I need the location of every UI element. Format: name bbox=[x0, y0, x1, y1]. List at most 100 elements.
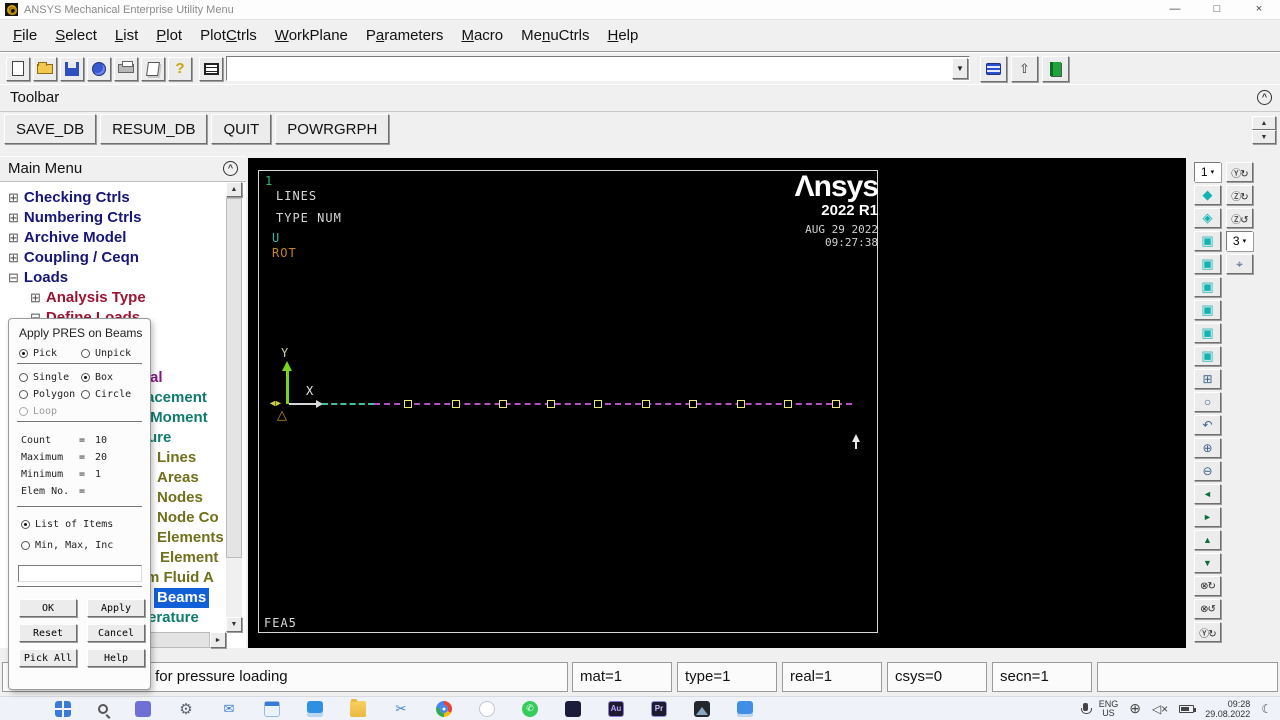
browser-icon[interactable] bbox=[87, 56, 111, 81]
expand-icon[interactable]: ⊞ bbox=[8, 190, 19, 205]
tree-item[interactable]: ⊟ Loads bbox=[8, 269, 69, 286]
contact-manager-icon[interactable] bbox=[1042, 55, 1069, 82]
rotate-y-pos-icon[interactable]: Ⓨ↻ bbox=[1194, 622, 1221, 642]
ok-button[interactable]: OK bbox=[19, 599, 77, 617]
tree-item[interactable]: ⊞ Coupling / Ceqn bbox=[8, 249, 139, 266]
whatsapp-app-icon[interactable]: ✆ bbox=[522, 700, 538, 717]
element-marker[interactable] bbox=[499, 400, 508, 408]
rotate-x-pos-icon[interactable]: ⊗↻ bbox=[1194, 576, 1221, 596]
apply-button[interactable]: Apply bbox=[87, 599, 145, 617]
tree-item[interactable]: ⊞ Analysis Type bbox=[30, 289, 146, 306]
maximize-button[interactable]: □ bbox=[1213, 2, 1221, 15]
tree-item-partial[interactable]: erature bbox=[148, 609, 199, 626]
mail-app-icon[interactable]: ✉ bbox=[223, 700, 235, 716]
view-back-icon[interactable]: ▣ bbox=[1194, 254, 1221, 274]
tree-item[interactable]: ⊞ Checking Ctrls bbox=[8, 189, 130, 206]
view-left-icon[interactable]: ▣ bbox=[1194, 323, 1221, 343]
explorer-app-icon[interactable] bbox=[350, 698, 366, 717]
element-marker[interactable] bbox=[404, 400, 412, 408]
expand-icon[interactable]: ⊞ bbox=[30, 290, 41, 305]
menu-item[interactable]: Help bbox=[607, 27, 639, 44]
scroll-thumb[interactable] bbox=[226, 198, 242, 558]
view-bottom-icon[interactable]: ▣ bbox=[1194, 300, 1221, 320]
rotate-z-cw-icon[interactable]: Ⓩ↻ bbox=[1226, 185, 1253, 205]
search-button[interactable] bbox=[98, 703, 108, 714]
cancel-button[interactable]: Cancel bbox=[87, 624, 145, 642]
reset-picking-icon[interactable]: ⇧ bbox=[1011, 55, 1038, 82]
pick-shape-radio[interactable]: Box bbox=[81, 372, 143, 383]
zoom-out-icon[interactable]: ⊖ bbox=[1194, 461, 1221, 481]
new-analysis-icon[interactable] bbox=[6, 56, 30, 81]
view-right-icon[interactable]: ▣ bbox=[1194, 346, 1221, 366]
view-isometric-icon[interactable]: ◆ bbox=[1194, 185, 1221, 205]
tree-item-partial[interactable]: Beams bbox=[0, 588, 246, 608]
reset-button[interactable]: Reset bbox=[19, 624, 77, 642]
tree-item-partial[interactable]: Nodes bbox=[157, 489, 203, 506]
tree-item-partial[interactable]: acement bbox=[146, 389, 207, 406]
pan-up-icon[interactable]: ▲ bbox=[1194, 530, 1221, 550]
powrgrph-button[interactable]: POWRGRPH bbox=[275, 114, 390, 144]
tree-item[interactable]: ⊞ Archive Model bbox=[8, 229, 127, 246]
menu-item[interactable]: Select bbox=[55, 27, 97, 44]
clock[interactable]: 09:28 29.08.2022 bbox=[1205, 699, 1250, 719]
view-top-icon[interactable]: ▣ bbox=[1194, 277, 1221, 297]
scroll-right-icon[interactable]: ► bbox=[210, 632, 226, 648]
menu-item[interactable]: Parameters bbox=[365, 27, 444, 44]
start-button[interactable] bbox=[55, 700, 71, 717]
command-prompt-icon[interactable] bbox=[199, 56, 223, 81]
element-marker[interactable] bbox=[689, 400, 698, 408]
item-list-input[interactable] bbox=[17, 565, 142, 582]
collapse-toolbar-icon[interactable]: ^ bbox=[1257, 90, 1272, 105]
pick-shape-radio[interactable]: Single bbox=[19, 372, 81, 383]
entry-mode-radio[interactable]: List of Items bbox=[21, 519, 150, 530]
tree-vertical-scrollbar[interactable]: ▲ ▼ bbox=[226, 182, 242, 632]
volume-muted-icon[interactable]: ◁× bbox=[1151, 701, 1169, 716]
tree-item-partial[interactable]: Elements bbox=[157, 529, 224, 546]
scroll-down-icon[interactable]: ▼ bbox=[226, 617, 242, 632]
microphone-icon[interactable] bbox=[1080, 703, 1092, 714]
tree-item-partial[interactable]: ure bbox=[148, 429, 172, 446]
menu-item[interactable]: WorkPlane bbox=[274, 27, 348, 44]
element-marker[interactable] bbox=[784, 400, 793, 408]
pan-down-icon[interactable]: ▼ bbox=[1194, 553, 1221, 573]
expand-icon[interactable]: ⊞ bbox=[8, 230, 19, 245]
pan-right-icon[interactable]: ► bbox=[1194, 507, 1221, 527]
photoshop-app-icon[interactable] bbox=[694, 700, 710, 717]
pick-shape-radio[interactable]: Polygon bbox=[19, 389, 81, 400]
element-marker[interactable] bbox=[831, 400, 840, 408]
element-marker[interactable] bbox=[736, 400, 745, 408]
command-input[interactable] bbox=[227, 58, 952, 79]
expand-icon[interactable]: ⊟ bbox=[8, 270, 19, 285]
zoom-back-icon[interactable]: ↶ bbox=[1194, 415, 1221, 435]
print-icon[interactable] bbox=[114, 56, 138, 81]
focus-assist-icon[interactable]: ☾ bbox=[1261, 701, 1272, 716]
notes-app-icon[interactable] bbox=[737, 700, 753, 717]
view-oblique-icon[interactable]: ◈ bbox=[1194, 208, 1221, 228]
collapse-main-menu-icon[interactable]: ^ bbox=[223, 161, 238, 176]
pick-mode-radio[interactable]: Pick bbox=[19, 348, 81, 359]
scroll-up-icon[interactable]: ▲ bbox=[226, 182, 242, 197]
rotate-x-neg-icon[interactable]: ⊗↺ bbox=[1194, 599, 1221, 619]
open-file-icon[interactable] bbox=[33, 56, 57, 81]
rotate-y-icon[interactable]: Ⓨ↻ bbox=[1226, 162, 1253, 182]
battery-icon[interactable] bbox=[1179, 704, 1197, 713]
tree-item-partial[interactable]: Node Co bbox=[157, 509, 219, 526]
mouse-pick-icon[interactable]: ⌖ bbox=[1226, 254, 1253, 274]
save-db-icon[interactable] bbox=[60, 56, 84, 81]
command-dropdown-icon[interactable]: ▼ bbox=[952, 58, 968, 79]
zoom-window-icon[interactable]: ○ bbox=[1194, 392, 1221, 412]
premiere-app-icon[interactable]: Pr bbox=[651, 700, 667, 717]
tree-item-partial[interactable]: /Moment bbox=[146, 409, 208, 426]
rotate-z-ccw-icon[interactable]: Ⓩ↺ bbox=[1226, 208, 1253, 228]
menu-item[interactable]: List bbox=[114, 27, 139, 44]
toolbar-scroll-up[interactable]: ▲ bbox=[1252, 116, 1276, 130]
expand-icon[interactable]: ⊟ bbox=[30, 310, 41, 325]
pick-shape-radio[interactable]: Loop bbox=[19, 406, 81, 417]
menu-item[interactable]: Plot bbox=[156, 27, 183, 44]
tree-item-partial[interactable]: Element bbox=[160, 549, 219, 566]
toolbar-scroll-down[interactable]: ▼ bbox=[1252, 130, 1276, 144]
minimize-button[interactable]: — bbox=[1169, 2, 1181, 15]
element-marker[interactable] bbox=[546, 400, 555, 408]
pick-all-button[interactable]: Pick All bbox=[19, 649, 77, 667]
entry-mode-radio[interactable]: Min, Max, Inc bbox=[21, 540, 150, 551]
